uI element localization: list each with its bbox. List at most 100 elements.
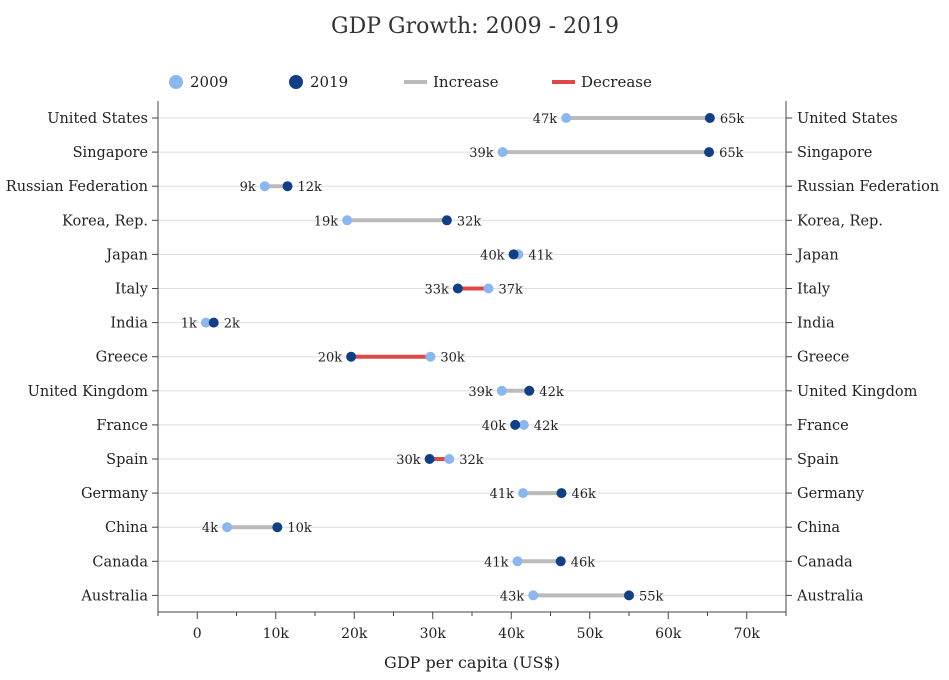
marker-2009 — [342, 215, 353, 226]
row-china: China China 4k 10k — [105, 520, 840, 536]
marker-2009 — [528, 590, 539, 601]
marker-2009 — [496, 385, 507, 396]
value-label-2019: 33k — [424, 283, 449, 298]
row-united-states: United States United States 47k 65k — [47, 111, 898, 127]
value-label-2019: 65k — [719, 146, 744, 161]
value-label-2009: 39k — [469, 146, 494, 161]
legend-label-2019: 2019 — [310, 73, 348, 91]
value-label-2019: 65k — [720, 112, 745, 127]
row-greece: Greece Greece 20k 30k — [96, 350, 850, 366]
country-label-left: Germany — [81, 486, 149, 502]
marker-2019 — [208, 317, 219, 328]
marker-2019 — [508, 249, 519, 260]
country-label-right: Korea, Rep. — [797, 213, 883, 229]
legend-label-decrease: Decrease — [581, 73, 652, 91]
x-tick-label: 30k — [420, 626, 447, 642]
marker-2019 — [524, 385, 535, 396]
marker-2019 — [510, 419, 521, 430]
legend-marker-2009 — [169, 75, 183, 89]
marker-2019 — [704, 113, 715, 123]
country-label-right: Italy — [797, 282, 831, 298]
legend-label-increase: Increase — [433, 73, 499, 91]
marker-2019 — [452, 283, 463, 294]
country-label-left: United Kingdom — [28, 384, 149, 400]
legend-label-2009: 2009 — [190, 73, 228, 91]
value-label-2009: 41k — [484, 555, 509, 570]
value-label-2009: 41k — [528, 248, 553, 263]
value-label-2009: 30k — [440, 351, 465, 366]
marker-2019 — [346, 351, 357, 362]
marker-2009 — [561, 113, 572, 123]
legend-marker-2019 — [289, 75, 303, 89]
country-label-right: Australia — [796, 588, 864, 604]
country-label-left: Singapore — [73, 145, 148, 161]
country-label-left: Australia — [80, 588, 148, 604]
country-label-left: Spain — [106, 452, 148, 468]
row-united-kingdom: United Kingdom United Kingdom 39k 42k — [28, 384, 918, 400]
value-label-2019: 55k — [639, 589, 664, 604]
row-spain: Spain Spain 30k 32k — [106, 452, 839, 468]
row-korea-rep-: Korea, Rep. Korea, Rep. 19k 32k — [62, 213, 883, 229]
value-label-2019: 40k — [482, 419, 507, 434]
value-label-2019: 20k — [318, 351, 343, 366]
country-label-right: Germany — [797, 486, 865, 502]
marker-2009 — [444, 454, 455, 464]
x-tick-label: 20k — [341, 626, 368, 642]
marker-2019 — [441, 215, 452, 226]
country-label-left: Italy — [115, 282, 149, 298]
marker-2009 — [200, 317, 211, 328]
marker-2019 — [282, 181, 293, 192]
value-label-2009: 39k — [468, 385, 493, 400]
chart-title: GDP Growth: 2009 - 2019 — [331, 14, 619, 39]
row-russian-federation: Russian Federation Russian Federation 9k 12… — [6, 179, 939, 195]
country-label-right: United States — [797, 111, 898, 127]
value-label-2019: 40k — [480, 248, 505, 263]
marker-2019 — [555, 556, 566, 567]
x-tick-label: 70k — [734, 626, 761, 642]
country-label-right: Japan — [795, 247, 839, 263]
value-label-2019: 30k — [396, 453, 421, 468]
x-tick-label: 60k — [655, 626, 682, 642]
value-label-2019: 2k — [224, 317, 240, 332]
country-label-right: Spain — [797, 452, 839, 468]
marker-2009 — [483, 283, 494, 294]
marker-2019 — [624, 590, 634, 601]
marker-2009 — [518, 488, 529, 499]
value-label-2009: 41k — [490, 487, 515, 502]
country-label-left: Japan — [104, 247, 148, 263]
legend: 2009 2019 Increase Decrease — [169, 73, 652, 91]
marker-2019 — [424, 454, 435, 464]
value-label-2009: 37k — [498, 283, 523, 298]
value-label-2009: 9k — [240, 180, 256, 195]
value-label-2019: 46k — [571, 487, 596, 502]
marker-2009 — [222, 522, 233, 533]
row-france: France France 40k 42k — [96, 418, 848, 434]
country-label-left: United States — [47, 111, 148, 127]
country-label-right: Singapore — [797, 145, 872, 161]
marker-2009 — [518, 419, 529, 430]
x-tick-label: 10k — [263, 626, 290, 642]
x-axis: 0 10k 20k 30k 40k 50k 60k 70k — [157, 611, 787, 642]
value-label-2019: 32k — [457, 214, 482, 229]
value-label-2019: 46k — [571, 555, 596, 570]
row-italy: Italy Italy 33k 37k — [115, 282, 831, 298]
marker-2019 — [556, 488, 567, 499]
country-label-right: Canada — [797, 554, 853, 570]
country-label-right: China — [797, 520, 840, 536]
row-germany: Germany Germany 41k 46k — [81, 486, 865, 502]
country-label-left: France — [96, 418, 148, 434]
country-label-left: Canada — [92, 554, 148, 570]
gridlines — [158, 117, 786, 596]
country-label-right: India — [797, 316, 835, 332]
row-singapore: Singapore Singapore 39k 65k — [73, 145, 873, 161]
marker-2009 — [497, 147, 508, 158]
row-australia: Australia Australia 43k 55k — [80, 588, 864, 604]
value-label-2019: 12k — [298, 180, 323, 195]
value-label-2009: 4k — [202, 521, 218, 536]
row-japan: Japan Japan 40k 41k — [104, 247, 838, 263]
row-india: India India 1k 2k — [110, 316, 835, 332]
country-label-right: United Kingdom — [797, 384, 918, 400]
value-label-2009: 32k — [459, 453, 484, 468]
